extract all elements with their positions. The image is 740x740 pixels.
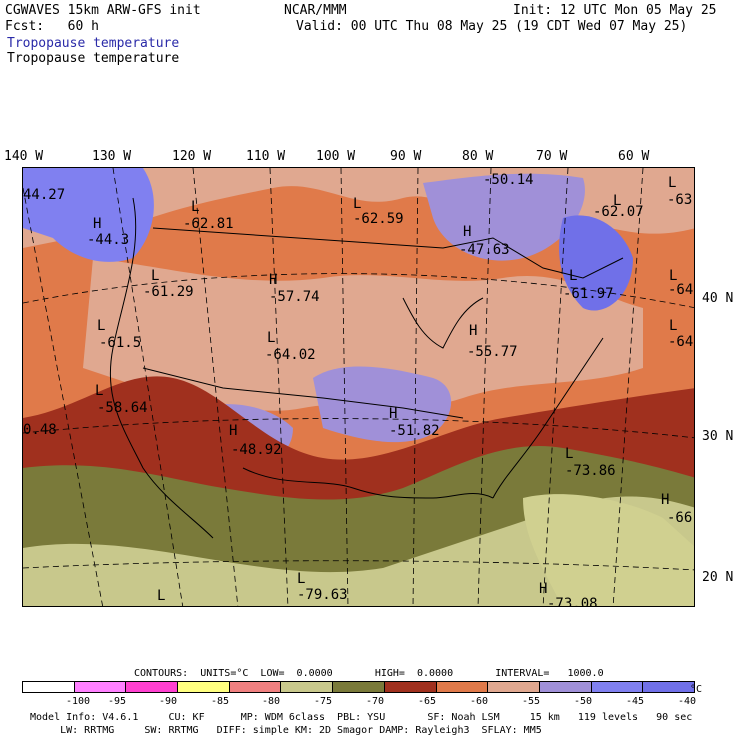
- map-label: -62.07: [593, 204, 644, 220]
- map-label: H: [229, 423, 238, 439]
- legend-swatch: [488, 682, 540, 692]
- map-label: -62.81: [183, 216, 234, 232]
- lon-label: 80 W: [462, 149, 494, 164]
- map-label: L: [151, 268, 160, 284]
- map-label: -64.02: [265, 347, 316, 363]
- lon-label: 140 W: [4, 149, 44, 164]
- legend-swatch: [74, 682, 127, 692]
- lon-label: 110 W: [246, 149, 286, 164]
- legend-label: -80: [262, 696, 281, 707]
- map-label: -79.63: [297, 587, 348, 603]
- model-info-line1: Model Info: V4.6.1 CU: KF MP: WDM 6class…: [30, 712, 693, 723]
- legend-swatch: [539, 682, 592, 692]
- legend-label: -40: [678, 696, 697, 707]
- map-label: L: [569, 268, 578, 284]
- model-info-line2: LW: RRTMG SW: RRTMG DIFF: simple KM: 2D …: [30, 725, 542, 736]
- legend-swatch: [384, 682, 437, 692]
- legend-unit: °C: [690, 684, 703, 695]
- map-label: H: [269, 272, 278, 288]
- tropopause-temperature-map: 44.27 H -44.3 L -62.81 L -62.59 -50.14 H…: [22, 167, 695, 607]
- legend-label: -75: [314, 696, 333, 707]
- map-label: L: [613, 193, 622, 209]
- legend-swatch: [591, 682, 644, 692]
- header-org: NCAR/MMM: [284, 3, 347, 18]
- map-label: L: [267, 330, 276, 346]
- map-label: -61.29: [143, 284, 194, 300]
- header-valid: Valid: 00 UTC Thu 08 May 25 (19 CDT Wed …: [296, 19, 688, 34]
- map-label: -44.3: [87, 232, 130, 248]
- legend-label: -90: [159, 696, 178, 707]
- map-label: -73.08: [547, 596, 598, 607]
- legend-swatch: [229, 682, 282, 692]
- map-label: L: [669, 268, 678, 284]
- lat-label: 30 N: [702, 429, 734, 444]
- map-label: H: [93, 216, 102, 232]
- map-label: -50.14: [483, 172, 534, 188]
- map-label: H: [463, 224, 472, 240]
- legend-label: -65: [418, 696, 437, 707]
- header-fcst: Fcst: 60 h: [5, 19, 99, 34]
- legend-swatch: [436, 682, 489, 692]
- map-label: -47.63: [459, 242, 510, 258]
- map-label: L: [297, 571, 306, 587]
- legend-label: -55: [522, 696, 541, 707]
- map-label: L: [353, 196, 362, 212]
- lon-label: 100 W: [316, 149, 356, 164]
- map-label: -63: [667, 192, 693, 208]
- legend-swatch: [643, 682, 694, 692]
- lon-label: 60 W: [618, 149, 650, 164]
- lat-label: 40 N: [702, 291, 734, 306]
- map-label: -73.86: [565, 463, 616, 479]
- map-label: -55.77: [467, 344, 518, 360]
- map-label: L: [565, 446, 574, 462]
- color-legend-bar: [22, 681, 695, 693]
- header-init: Init: 12 UTC Mon 05 May 25: [513, 3, 717, 18]
- map-label: H: [661, 492, 670, 508]
- legend-swatch: [23, 682, 75, 692]
- map-label: L: [669, 318, 678, 334]
- map-label: L: [95, 383, 104, 399]
- legend-swatch: [178, 682, 230, 692]
- map-label: L: [157, 588, 166, 604]
- map-label: L: [97, 318, 106, 334]
- map-label: H: [539, 581, 548, 597]
- map-label: -57.74: [269, 289, 320, 305]
- map-label: -64: [668, 334, 694, 350]
- map-canvas: [23, 168, 694, 606]
- map-label: -48.92: [231, 442, 282, 458]
- map-label: L: [191, 199, 200, 215]
- lon-label: 120 W: [172, 149, 212, 164]
- map-label: H: [389, 406, 398, 422]
- field-title-contour: Tropopause temperature: [7, 51, 180, 66]
- legend-swatch: [333, 682, 385, 692]
- legend-label: -95: [108, 696, 127, 707]
- map-label: -62.59: [353, 211, 404, 227]
- map-label: -61.5: [99, 335, 142, 351]
- legend-label: -60: [470, 696, 489, 707]
- legend-swatch: [281, 682, 334, 692]
- lat-label: 20 N: [702, 570, 734, 585]
- legend-swatch: [126, 682, 179, 692]
- field-title-filled: Tropopause temperature: [7, 36, 180, 51]
- map-label: -61.97: [563, 286, 614, 302]
- map-label: -64: [668, 282, 694, 298]
- map-label: L: [668, 175, 677, 191]
- map-label: -66: [667, 510, 693, 526]
- legend-label: -100: [66, 696, 91, 707]
- legend-label: -45: [626, 696, 645, 707]
- map-label: H: [469, 323, 478, 339]
- lon-label: 90 W: [390, 149, 422, 164]
- header-model: CGWAVES 15km ARW-GFS init: [5, 3, 201, 18]
- map-label: 0.48: [23, 422, 57, 438]
- lon-label: 70 W: [536, 149, 568, 164]
- legend-label: -85: [211, 696, 230, 707]
- lon-label: 130 W: [92, 149, 132, 164]
- map-label: 44.27: [23, 187, 66, 203]
- map-label: -58.64: [97, 400, 148, 416]
- legend-label: -50: [574, 696, 593, 707]
- map-label: -51.82: [389, 423, 440, 439]
- legend-label: -70: [366, 696, 385, 707]
- contour-info: CONTOURS: UNITS=°C LOW= 0.0000 HIGH= 0.0…: [134, 668, 604, 679]
